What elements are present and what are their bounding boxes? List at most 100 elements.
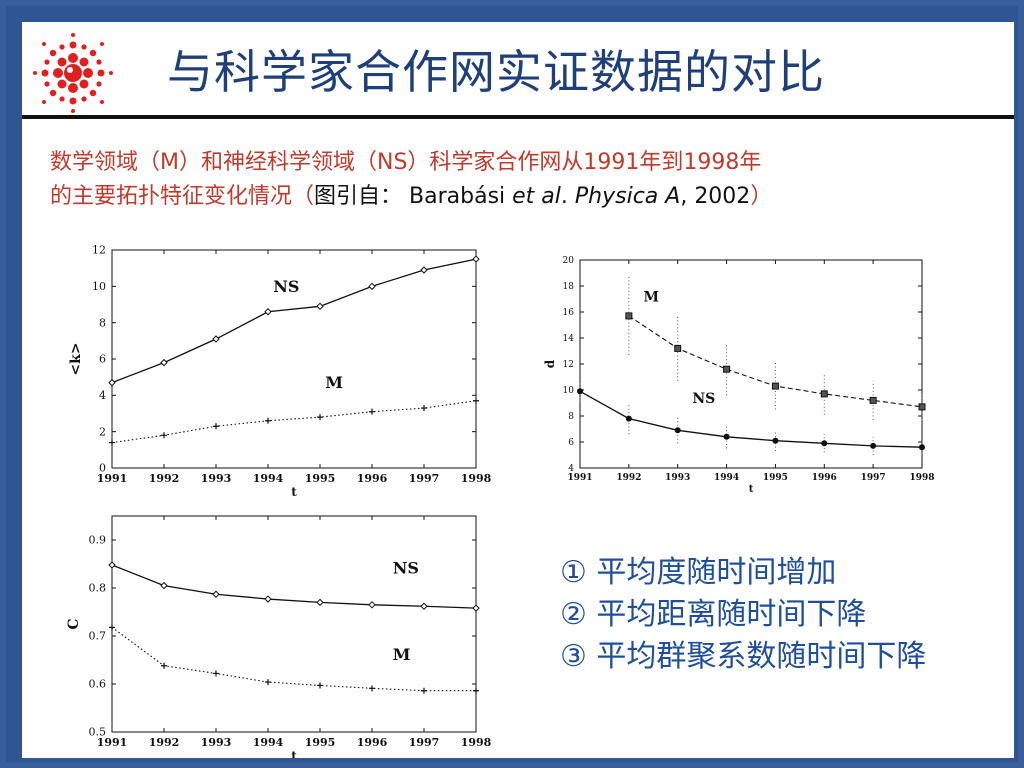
data-point [265, 417, 271, 424]
citation-journal: Physica A [574, 184, 681, 209]
data-point [368, 601, 376, 609]
x-axis-label: t [291, 749, 297, 758]
data-point [316, 302, 324, 311]
series-m [109, 624, 479, 694]
y-tick-label: 12 [92, 244, 106, 257]
data-point [625, 415, 632, 422]
x-tick-label: 1993 [201, 472, 232, 485]
y-tick-label: 12 [563, 360, 574, 370]
data-point [421, 405, 427, 412]
x-tick-label: 1996 [357, 736, 388, 749]
y-axis-label: C [66, 618, 82, 629]
finding-item: ② 平均距离随时间下降 [560, 597, 867, 632]
series-line [579, 390, 923, 448]
x-tick-label: 1998 [909, 473, 934, 483]
data-point [109, 624, 115, 631]
page-title: 与科学家合作网实证数据的对比 [167, 45, 825, 99]
caption-line-2-suffix: ） [750, 184, 773, 209]
x-tick-label: 1996 [812, 473, 837, 483]
y-tick-label: 0 [99, 462, 106, 475]
x-tick-label: 1997 [409, 472, 440, 485]
x-axis-label: t [749, 484, 754, 495]
data-point [870, 442, 877, 449]
data-point [369, 685, 375, 692]
data-point [919, 444, 925, 451]
x-tick-label: 1991 [567, 473, 592, 483]
x-tick-label: 1995 [305, 472, 336, 485]
data-point [723, 365, 731, 373]
data-point [472, 604, 480, 612]
data-point [317, 414, 323, 421]
data-point [473, 397, 479, 404]
data-point [577, 388, 583, 395]
plot-frame [111, 515, 477, 733]
citation-label: 图引自： [314, 184, 403, 209]
data-point [264, 308, 272, 316]
data-point [625, 312, 633, 320]
y-tick-label: 8 [99, 316, 106, 329]
data-point [109, 439, 115, 446]
data-point [472, 255, 480, 263]
x-tick-label: 1992 [149, 472, 180, 485]
x-tick-label: 1997 [409, 736, 440, 749]
avg-distance-chart: 1991 1992 1993 1994 1995 1996 1997 1998 4 6 8 10 12 1… [540, 240, 940, 502]
data-point [264, 595, 272, 603]
series-label: M [644, 290, 660, 306]
x-tick-label: 1993 [665, 473, 690, 483]
data-point [421, 687, 427, 694]
series-label: NS [273, 277, 299, 296]
x-tick-label: 1992 [616, 473, 641, 483]
data-point [918, 403, 926, 411]
data-point [420, 266, 428, 274]
title-divider [22, 115, 1014, 119]
y-tick-label: 4 [568, 464, 574, 474]
data-point [160, 358, 168, 367]
x-tick-label: 1996 [357, 472, 388, 485]
avg-degree-plot: 1991 1992 1993 1994 1995 1996 1997 1998 0 2 4 6 8 10 1… [68, 244, 492, 498]
data-point [161, 432, 167, 439]
data-point [674, 344, 682, 352]
series-ns [108, 255, 480, 387]
figure-caption: 数学领域（M）和神经科学领域（NS）科学家合作网从1991年到1998年 的主要… [50, 146, 990, 214]
y-tick-label: 0.8 [89, 582, 107, 595]
series-line [111, 258, 477, 384]
data-point [161, 662, 167, 669]
data-point [316, 598, 324, 607]
y-tick-label: 0.5 [89, 726, 107, 739]
data-point [213, 670, 219, 677]
data-point [723, 433, 730, 440]
data-point [212, 335, 220, 343]
y-axis-label: <k> [68, 342, 84, 375]
series-label: NS [692, 391, 715, 407]
clustering-chart: 1991 1992 1993 1994 1995 1996 1997 1998 0.5 0.6 0.… [60, 498, 500, 758]
series-m [109, 397, 479, 446]
x-tick-label: 1994 [253, 736, 284, 749]
x-tick-label: 1993 [201, 736, 232, 749]
caption-line-2-prefix: 的主要拓扑特征变化情况（ [50, 184, 315, 209]
citation-etal: et al [512, 184, 561, 209]
data-point [420, 602, 428, 610]
series-ns [577, 380, 925, 455]
avg-degree-chart: 1991 1992 1993 1994 1995 1996 1997 1998 0 2 4 6 8 10 1… [60, 228, 500, 498]
y-tick-label: 10 [92, 280, 106, 293]
data-point [212, 590, 220, 598]
series-line [111, 564, 477, 609]
y-tick-label: 6 [568, 438, 574, 448]
y-axis-label: d [543, 359, 557, 368]
x-tick-label: 1998 [461, 736, 492, 749]
x-tick-label: 1992 [149, 736, 180, 749]
y-tick-label: 0.6 [89, 678, 107, 691]
x-tick-label: 1991 [97, 472, 128, 485]
slide-frame: 与科学家合作网实证数据的对比 数学领域（M）和神经科学领域（NS）科学家合作网从… [6, 6, 1018, 762]
data-point [108, 561, 116, 569]
data-point [869, 396, 877, 404]
x-tick-label: 1991 [97, 736, 128, 749]
y-tick-label: 0.7 [89, 630, 107, 643]
plot-frame [579, 259, 923, 469]
x-tick-label: 1994 [253, 472, 284, 485]
series-line [111, 626, 476, 692]
sunburst-logo-icon [33, 33, 113, 113]
series-line [111, 400, 477, 444]
y-tick-label: 4 [99, 389, 106, 402]
data-point [821, 440, 828, 447]
